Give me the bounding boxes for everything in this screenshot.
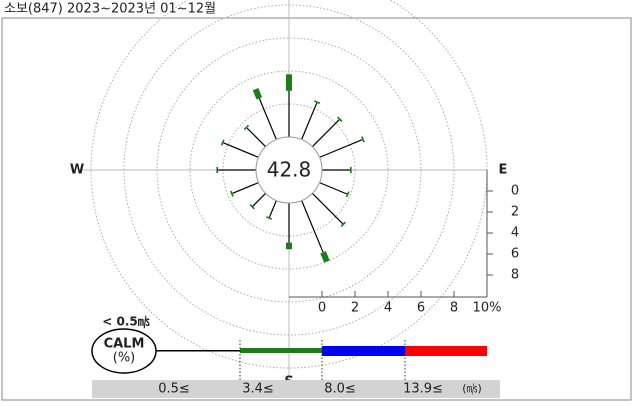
wind-segment — [301, 200, 324, 253]
calm-unit: (%) — [113, 351, 136, 366]
direction-label: W — [70, 163, 84, 178]
wind-segment — [311, 192, 344, 225]
wind-segment — [340, 221, 346, 227]
wind-segment — [361, 136, 365, 143]
legend-label: 0.5≤ — [158, 382, 190, 397]
legend-label: 8.0≤ — [324, 382, 356, 397]
x-tick-label: 2 — [351, 301, 359, 316]
wind-segment — [320, 251, 330, 263]
wind-segment — [246, 127, 267, 148]
y-tick-label: 2 — [511, 205, 519, 220]
calm-circle — [255, 136, 323, 204]
chart-title: 소보(847) 2023~2023년 01~12월 — [4, 2, 216, 17]
y-tick-label: 6 — [511, 247, 519, 262]
wind-segment — [223, 142, 259, 158]
legend-label: 13.9≤ — [403, 382, 443, 397]
legend-swatch — [156, 350, 240, 352]
x-tick-label: 10% — [473, 301, 502, 316]
x-tick-label: 6 — [417, 301, 425, 316]
legend-label: 3.4≤ — [242, 382, 274, 397]
grid-ring — [156, 37, 422, 303]
y-tick-label: 4 — [511, 226, 519, 241]
legend-swatch — [322, 346, 405, 356]
speed-band — [92, 380, 500, 398]
wind-segment — [319, 139, 363, 158]
speed-unit: (㎧) — [462, 382, 482, 395]
wind-segment — [220, 139, 225, 146]
wind-segment — [266, 216, 273, 220]
grid-ring — [189, 70, 389, 270]
direction-label: E — [499, 163, 508, 178]
legend-swatch — [405, 346, 487, 356]
y-tick-label: 8 — [511, 268, 519, 283]
wind-segment — [311, 119, 340, 148]
wind-segment — [232, 182, 259, 194]
wind-segment — [301, 102, 318, 140]
wind-segment — [229, 190, 234, 197]
wind-segment — [319, 182, 348, 195]
calm-value: 42.8 — [267, 158, 312, 182]
wind-segment — [345, 191, 350, 198]
legend-swatch — [240, 348, 322, 353]
wind-segment — [337, 116, 343, 122]
grid-ring — [123, 4, 455, 336]
wind-segment — [252, 88, 263, 100]
y-tick-label: 0 — [511, 184, 519, 199]
wind-segment — [252, 192, 267, 207]
wind-segment — [249, 204, 255, 210]
wind-segment — [243, 124, 250, 131]
x-tick-label: 8 — [450, 301, 458, 316]
x-tick-label: 4 — [384, 301, 392, 316]
x-tick-label: 0 — [318, 301, 326, 316]
wind-segment — [268, 200, 277, 218]
calm-label: CALM — [104, 337, 145, 352]
wind-segment — [314, 100, 321, 105]
wind-segment — [258, 98, 277, 140]
calm-threshold: < 0.5㎧ — [102, 315, 150, 329]
